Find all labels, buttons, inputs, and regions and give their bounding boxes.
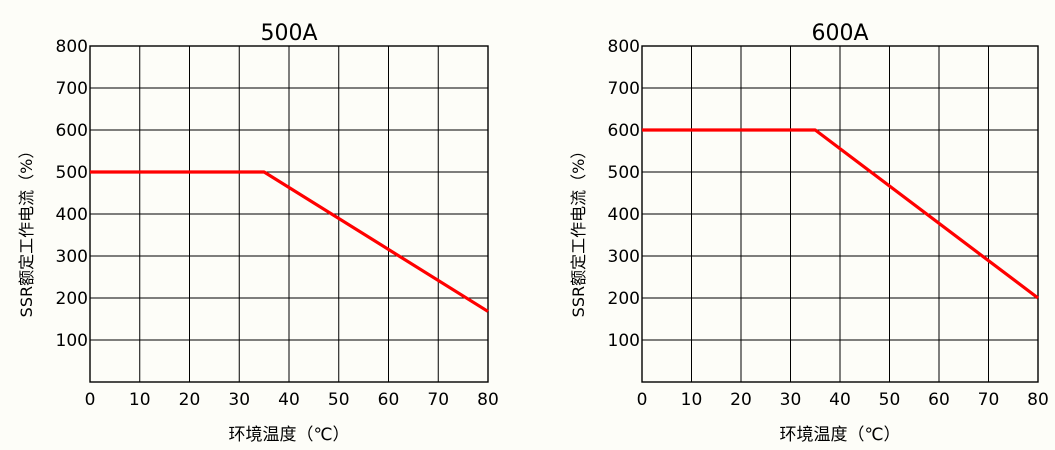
x-tick-label: 70 bbox=[978, 390, 1000, 410]
x-tick-labels: 0 10 20 30 40 50 60 70 80 bbox=[637, 390, 1049, 410]
series-group bbox=[642, 128, 1039, 300]
y-tick-label: 700 bbox=[608, 79, 640, 99]
y-tick-label: 300 bbox=[56, 247, 88, 267]
x-tick-label: 0 bbox=[85, 390, 96, 410]
y-tick-label: 300 bbox=[608, 247, 640, 267]
x-tick-label: 20 bbox=[179, 390, 201, 410]
x-tick-label: 80 bbox=[1027, 390, 1049, 410]
x-tick-label: 60 bbox=[928, 390, 950, 410]
y-tick-label: 500 bbox=[56, 163, 88, 183]
series-group bbox=[90, 170, 489, 313]
y-tick-label: 100 bbox=[608, 331, 640, 351]
x-tick-label: 70 bbox=[427, 390, 449, 410]
x-axis-label: 环境温度（℃） bbox=[779, 425, 900, 445]
y-tick-label: 800 bbox=[56, 37, 88, 57]
x-tick-label: 0 bbox=[637, 390, 648, 410]
x-tick-label: 20 bbox=[730, 390, 752, 410]
y-axis-label: SSR额定工作电流（%） bbox=[569, 143, 588, 318]
y-tick-label: 200 bbox=[56, 289, 88, 309]
chart-grid bbox=[89, 45, 489, 383]
chart-title: 600A bbox=[811, 21, 868, 46]
chart-500a: 500A SSR额定工作电流（%） 环境温度（℃） 0 10 20 30 40 50 60 7… bbox=[17, 21, 499, 445]
chart-grid bbox=[641, 45, 1039, 383]
series-line bbox=[642, 128, 1039, 300]
chart-600a: 600A SSR额定工作电流（%） 环境温度（℃） 0 10 20 30 40 50 60 7… bbox=[569, 21, 1049, 445]
x-tick-label: 10 bbox=[129, 390, 151, 410]
y-tick-label: 400 bbox=[608, 205, 640, 225]
y-axis-label: SSR额定工作电流（%） bbox=[17, 143, 36, 318]
series-line bbox=[90, 170, 489, 313]
x-tick-label: 30 bbox=[228, 390, 250, 410]
x-tick-labels: 0 10 20 30 40 50 60 70 80 bbox=[85, 390, 499, 410]
x-tick-label: 10 bbox=[681, 390, 703, 410]
x-axis-label: 环境温度（℃） bbox=[228, 425, 349, 445]
x-tick-label: 60 bbox=[378, 390, 400, 410]
y-tick-label: 400 bbox=[56, 205, 88, 225]
y-tick-labels: 100 200 300 400 500 600 700 800 bbox=[608, 37, 640, 351]
y-tick-label: 100 bbox=[56, 331, 88, 351]
y-tick-label: 600 bbox=[56, 121, 88, 141]
x-tick-label: 50 bbox=[879, 390, 901, 410]
x-tick-label: 40 bbox=[278, 390, 300, 410]
y-tick-label: 700 bbox=[56, 79, 88, 99]
y-tick-label: 800 bbox=[608, 37, 640, 57]
chart-title: 500A bbox=[260, 21, 317, 46]
y-tick-labels: 100 200 300 400 500 600 700 800 bbox=[56, 37, 88, 351]
x-tick-label: 30 bbox=[780, 390, 802, 410]
x-tick-label: 80 bbox=[477, 390, 499, 410]
x-tick-label: 50 bbox=[328, 390, 350, 410]
y-tick-label: 200 bbox=[608, 289, 640, 309]
y-tick-label: 500 bbox=[608, 163, 640, 183]
y-tick-label: 600 bbox=[608, 121, 640, 141]
x-tick-label: 40 bbox=[829, 390, 851, 410]
